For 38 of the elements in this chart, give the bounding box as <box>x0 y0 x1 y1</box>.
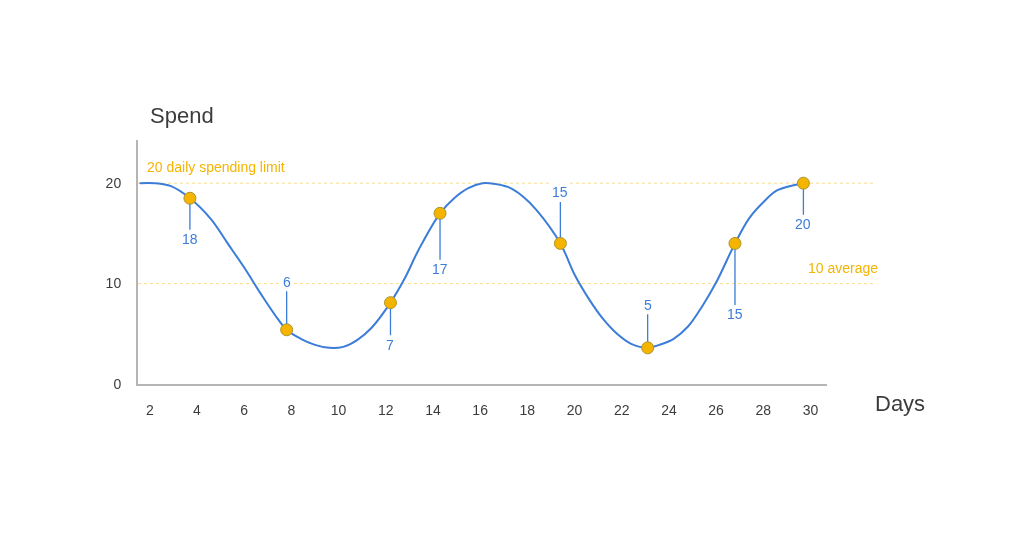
annotation: 6 <box>283 274 291 290</box>
annotation: 17 <box>432 261 448 277</box>
ref-line-label: 10 average <box>808 260 879 276</box>
y-axis-title: Spend <box>150 103 214 128</box>
x-tick-label: 8 <box>287 401 296 418</box>
x-tick-label: 26 <box>708 401 725 418</box>
annotation: 15 <box>727 306 743 322</box>
point <box>433 206 447 220</box>
x-axis-title: Days <box>875 391 926 416</box>
x-tick-label: 30 <box>802 401 819 418</box>
x-tick-label: 28 <box>755 401 772 418</box>
y-tick-label: 20 <box>105 175 122 192</box>
point <box>728 236 742 250</box>
y-tick-label: 0 <box>113 375 122 392</box>
ref-line-label: 20 daily spending limit <box>147 159 285 175</box>
annotation: 18 <box>182 231 198 247</box>
x-tick-label: 16 <box>472 401 489 418</box>
x-tick-label: 2 <box>145 401 154 418</box>
annotation: 7 <box>386 337 394 353</box>
annotation: 15 <box>552 184 568 200</box>
point <box>280 323 294 337</box>
point <box>641 341 655 355</box>
annotation: 20 <box>795 216 811 232</box>
y-tick-label: 10 <box>105 275 122 292</box>
x-tick-label: 4 <box>193 401 202 418</box>
x-tick-label: 6 <box>240 401 249 418</box>
x-tick-label: 22 <box>613 401 630 418</box>
x-tick-label: 18 <box>519 401 536 418</box>
x-tick-label: 12 <box>377 401 394 418</box>
point <box>383 296 397 310</box>
point <box>183 191 197 205</box>
point <box>796 176 810 190</box>
x-tick-label: 24 <box>661 401 677 418</box>
annotation: 5 <box>644 297 652 313</box>
x-tick-label: 20 <box>566 401 583 418</box>
x-tick-label: 14 <box>425 401 441 418</box>
point <box>553 236 567 250</box>
x-tick-label: 10 <box>330 401 347 418</box>
